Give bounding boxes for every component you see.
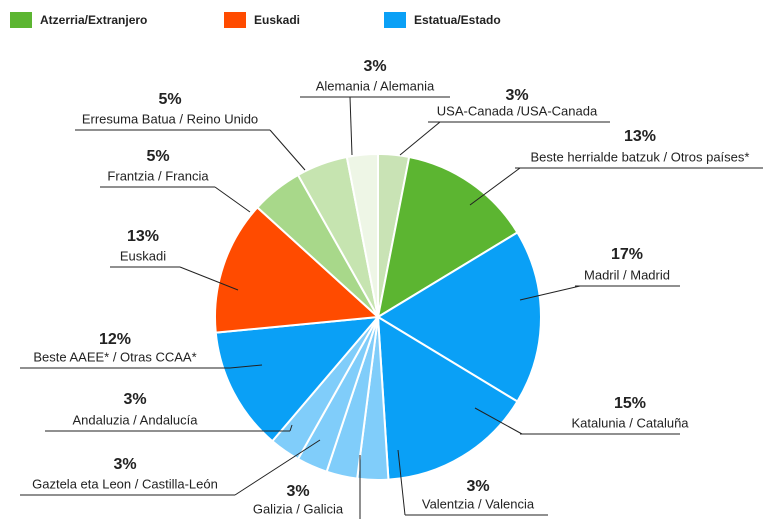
leader-line — [214, 186, 251, 213]
slice-label: Valentzia / Valencia — [422, 496, 535, 511]
leader-line — [179, 266, 239, 291]
slice-label: Erresuma Batua / Reino Unido — [82, 111, 258, 126]
slice-percent: 17% — [611, 246, 643, 263]
slice-label: USA-Canada /USA-Canada — [437, 103, 598, 118]
leader-line — [519, 285, 581, 301]
slice-label: Beste AAEE* / Otras CCAA* — [33, 349, 196, 364]
slice-label: Andaluzia / Andalucía — [72, 412, 198, 427]
slice-label: Madril / Madrid — [584, 267, 670, 282]
slice-label: Alemania / Alemania — [316, 78, 435, 93]
slice-label: Euskadi — [120, 248, 166, 263]
leader-line — [349, 96, 353, 156]
legend-swatch — [224, 12, 246, 28]
legend-label: Atzerria/Extranjero — [40, 13, 147, 27]
slice-label: Galizia / Galicia — [253, 501, 344, 516]
slice-label: Katalunia / Cataluña — [571, 415, 689, 430]
slice-percent: 3% — [286, 483, 309, 500]
pie-slice — [345, 152, 379, 318]
slice-percent: 13% — [624, 128, 656, 145]
leader-line — [474, 407, 523, 435]
legend-label: Estatua/Estado — [414, 13, 501, 27]
leader-line — [469, 167, 521, 206]
leader-line — [229, 364, 263, 369]
slice-label: Gaztela eta Leon / Castilla-León — [32, 476, 218, 491]
slice-percent: 12% — [99, 331, 131, 348]
slice-percent: 5% — [146, 148, 169, 165]
slice-percent: 3% — [466, 478, 489, 495]
pie-slice — [214, 206, 381, 334]
pie-slice — [376, 231, 542, 403]
slice-percent: 15% — [614, 395, 646, 412]
slice-percent: 3% — [123, 391, 146, 408]
leader-line — [289, 424, 293, 432]
legend-swatch — [384, 12, 406, 28]
pie-slice — [376, 155, 519, 320]
slice-percent: 13% — [127, 228, 159, 245]
slice-percent: 5% — [158, 91, 181, 108]
slice-percent: 3% — [505, 87, 528, 104]
slice-percent: 3% — [363, 58, 386, 75]
slice-label: Frantzia / Francia — [107, 168, 209, 183]
slice-label: Beste herrialde batzuk / Otros países* — [531, 149, 750, 164]
slice-percent: 3% — [113, 456, 136, 473]
leader-line — [399, 121, 441, 156]
legend-swatch — [10, 12, 32, 28]
leader-line — [269, 129, 306, 171]
pie-slice — [214, 315, 381, 443]
leader-line — [234, 439, 321, 496]
leader-line — [397, 449, 406, 516]
legend-label: Euskadi — [254, 13, 300, 27]
